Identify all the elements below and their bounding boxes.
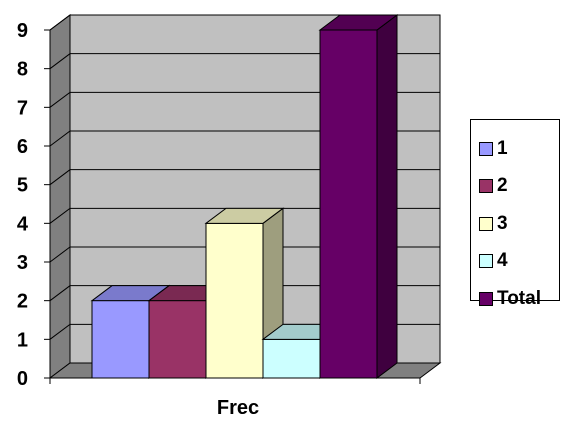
gridline [49, 91, 440, 108]
legend-item-3: 3 [479, 205, 559, 243]
side-wall [49, 14, 71, 379]
legend-swatch-2 [479, 179, 493, 194]
y-tick-label: 6 [17, 136, 28, 158]
legend-label-total: Total [497, 287, 541, 309]
y-tick-label: 4 [17, 213, 29, 235]
y-axis-ticks: 0 1 2 3 4 5 6 7 8 9 [17, 20, 421, 390]
gridline [49, 130, 440, 147]
bar-front [91, 300, 150, 379]
legend-label-4: 4 [497, 250, 508, 272]
y-tick-label: 2 [17, 291, 28, 313]
gridlines [49, 14, 440, 340]
legend-swatch-total [479, 291, 493, 306]
y-tick-label: 9 [17, 20, 28, 42]
legend-label-1: 1 [497, 137, 508, 159]
gridline [49, 246, 440, 263]
legend-label-3: 3 [497, 212, 508, 234]
legend: 1 2 3 4 Total [470, 119, 560, 309]
legend-swatch-4 [479, 254, 493, 269]
y-tick-label: 8 [17, 59, 28, 81]
legend-item-total: Total [479, 280, 559, 318]
bar-front [262, 338, 321, 379]
gridline [49, 207, 440, 224]
legend-item-2: 2 [479, 168, 559, 206]
bar-front [205, 222, 264, 379]
bar-top [204, 207, 285, 224]
bar-front [148, 300, 207, 379]
legend-swatch-3 [479, 216, 493, 231]
legend-item-4: 4 [479, 243, 559, 281]
bars [90, 14, 399, 379]
y-tick-label: 7 [17, 97, 28, 119]
legend-item-1: 1 [479, 130, 559, 168]
gridline [49, 169, 440, 186]
y-tick-label: 3 [17, 252, 28, 274]
bar-side [376, 14, 398, 379]
bar-total [318, 14, 399, 379]
y-tick-label: 5 [17, 175, 28, 197]
bar-front [319, 29, 378, 379]
gridline [49, 14, 440, 31]
bar-top [318, 14, 399, 31]
y-tick-label: 1 [17, 329, 28, 351]
legend-swatch-1 [479, 141, 493, 156]
y-tick-label: 0 [17, 368, 28, 390]
gridline [49, 53, 440, 70]
gridline [49, 285, 440, 302]
x-axis-label: Frec [217, 397, 259, 419]
legend-label-2: 2 [497, 175, 508, 197]
